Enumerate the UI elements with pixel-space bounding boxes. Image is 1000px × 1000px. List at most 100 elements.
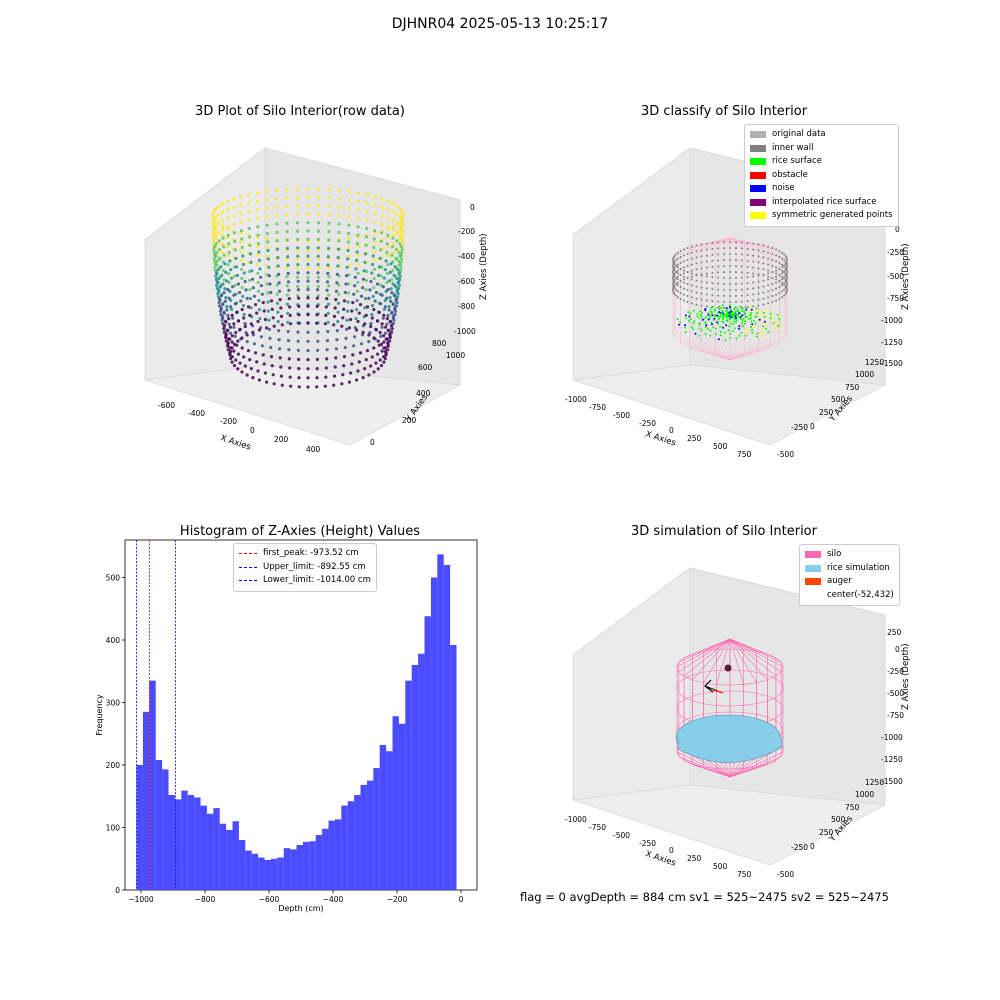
raw-ztick: -1000 xyxy=(454,327,476,336)
raw-data-point xyxy=(228,353,232,357)
raw-3d-plot[interactable]: -600 -400 -200 0 200 400 0 200 400 600 8… xyxy=(140,140,500,460)
histogram-bar xyxy=(264,860,271,890)
raw-data-point xyxy=(396,268,400,272)
raw-data-point xyxy=(355,242,360,246)
raw-data-point xyxy=(229,268,233,272)
raw-data-point xyxy=(286,255,290,259)
inner-wall-point xyxy=(672,269,675,272)
raw-data-point xyxy=(226,233,230,237)
classified-point xyxy=(750,308,753,311)
inner-wall-point xyxy=(735,276,737,279)
raw-data-point xyxy=(353,275,357,279)
simulation-3d-plot[interactable]: -1000 -750 -500 -250 0 250 500 750 -500 … xyxy=(565,560,915,885)
raw-data-point xyxy=(373,212,377,216)
raw-data-point xyxy=(239,220,243,224)
raw-data-point xyxy=(361,277,365,281)
raw-data-point xyxy=(347,326,351,330)
raw-data-point xyxy=(381,316,385,320)
inner-wall-point xyxy=(711,294,714,297)
raw-data-point xyxy=(380,214,384,218)
classified-point xyxy=(714,327,717,330)
inner-wall-point xyxy=(723,241,725,244)
classify-xtick: 250 xyxy=(687,434,702,443)
inner-wall-point xyxy=(729,277,731,279)
raw-data-point xyxy=(265,236,269,240)
raw-data-point xyxy=(390,253,394,257)
inner-wall-point xyxy=(771,271,774,273)
classified-point xyxy=(766,309,769,312)
inner-wall-point xyxy=(781,263,784,266)
sim-ytick: 250 xyxy=(819,828,834,837)
raw-data-point xyxy=(327,188,331,192)
classified-point xyxy=(760,328,763,331)
raw-data-point xyxy=(373,267,377,271)
raw-data-point xyxy=(315,367,319,371)
classified-point xyxy=(744,306,747,309)
raw-data-point xyxy=(234,330,238,335)
inner-wall-point xyxy=(679,262,682,264)
raw-data-point xyxy=(265,198,269,202)
raw-data-point xyxy=(216,268,220,272)
inner-wall-point xyxy=(676,281,679,284)
inner-wall-point xyxy=(700,286,703,289)
raw-data-point xyxy=(361,333,365,337)
raw-data-point xyxy=(393,306,397,310)
raw-data-point xyxy=(373,231,377,235)
raw-data-point xyxy=(255,191,260,195)
inner-wall-point xyxy=(771,259,774,261)
raw-data-point xyxy=(221,227,225,232)
raw-data-point xyxy=(386,199,390,203)
raw-data-point xyxy=(316,284,321,288)
raw-data-point xyxy=(229,305,233,309)
raw-data-point xyxy=(257,250,261,254)
raw-data-point xyxy=(261,353,265,357)
classified-point xyxy=(722,321,725,324)
raw-data-point xyxy=(245,333,249,337)
raw-data-point xyxy=(271,373,275,377)
histogram-bar xyxy=(226,830,233,890)
sim-xtick: -1000 xyxy=(565,815,587,824)
raw-data-point xyxy=(335,281,339,285)
raw-data-point xyxy=(400,236,404,240)
raw-data-point xyxy=(217,300,221,305)
raw-data-point xyxy=(288,366,292,370)
inner-wall-point xyxy=(695,256,698,259)
classified-point xyxy=(750,306,753,309)
legend-item: Lower_limit: -1014.00 cm xyxy=(239,574,371,588)
inner-wall-point xyxy=(785,257,788,260)
raw-data-point xyxy=(296,263,300,267)
raw-data-point xyxy=(398,224,402,229)
legend-item: rice surface xyxy=(750,155,893,169)
raw-data-point xyxy=(296,279,300,283)
inner-wall-point xyxy=(695,279,698,282)
inner-wall-point xyxy=(686,301,689,303)
inner-wall-point xyxy=(778,250,781,252)
classified-point xyxy=(750,320,753,323)
raw-data-point xyxy=(386,236,390,240)
raw-ytick: 200 xyxy=(402,416,417,425)
histogram-chart: −1000 −800 −600 −400 −200 0 0100200300400500 … xyxy=(95,539,478,913)
raw-data-point xyxy=(306,296,310,300)
inner-wall-point xyxy=(674,253,677,256)
raw-data-point xyxy=(394,285,398,289)
legend-item: auger xyxy=(805,575,894,589)
raw-data-point xyxy=(384,325,388,329)
legend-item: symmetric generated points xyxy=(750,209,893,223)
inner-wall-point xyxy=(686,265,689,267)
classify-xtick: 500 xyxy=(713,442,728,451)
raw-data-point xyxy=(251,286,255,290)
raw-data-point xyxy=(226,263,230,267)
raw-data-point xyxy=(317,187,321,191)
raw-data-point xyxy=(336,264,340,268)
raw-data-point xyxy=(315,376,319,380)
raw-data-point xyxy=(241,262,246,267)
raw-data-point xyxy=(382,355,386,359)
inner-wall-point xyxy=(717,276,720,279)
raw-data-point xyxy=(370,355,374,359)
classified-point xyxy=(704,307,707,310)
raw-data-point xyxy=(265,255,269,259)
histogram-bar xyxy=(430,577,438,890)
sim-ztick: -250 xyxy=(887,667,904,676)
raw-data-point xyxy=(232,364,237,368)
sim-xtick: 0 xyxy=(669,846,674,855)
